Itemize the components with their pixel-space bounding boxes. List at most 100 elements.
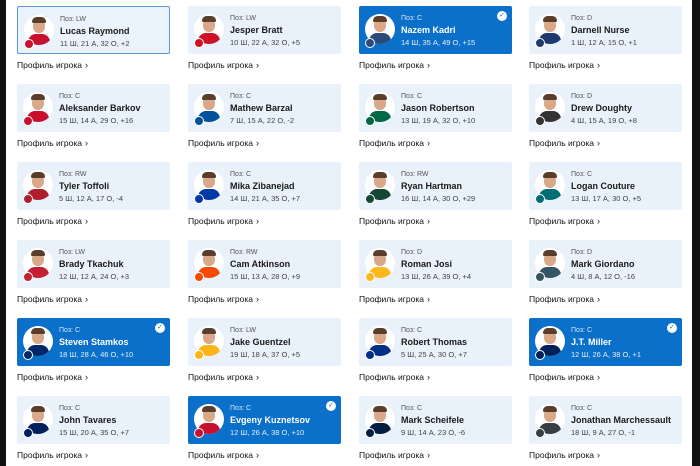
player-profile-link[interactable]: Профиль игрока › xyxy=(188,294,259,304)
chevron-right-icon: › xyxy=(427,216,430,226)
player-card[interactable]: Поз: C John Tavares 15 Ш, 20 А, 35 О, +7 xyxy=(17,396,170,444)
profile-link-label[interactable]: Профиль игрока xyxy=(188,60,253,70)
player-stats: 14 Ш, 35 А, 49 О, +15 xyxy=(401,38,476,47)
profile-link-label[interactable]: Профиль игрока xyxy=(359,216,424,226)
player-avatar xyxy=(365,92,395,122)
profile-link-label[interactable]: Профиль игрока xyxy=(188,216,253,226)
chevron-right-icon: › xyxy=(256,60,259,70)
profile-link-label[interactable]: Профиль игрока xyxy=(529,216,594,226)
player-profile-link[interactable]: Профиль игрока › xyxy=(529,216,600,226)
player-position: Поз: LW xyxy=(230,15,256,22)
chevron-right-icon: › xyxy=(597,60,600,70)
player-profile-link[interactable]: Профиль игрока › xyxy=(529,372,600,382)
profile-link-label[interactable]: Профиль игрока xyxy=(359,60,424,70)
profile-link-label[interactable]: Профиль игрока xyxy=(529,60,594,70)
team-logo-icon xyxy=(365,350,375,360)
player-card[interactable]: Поз: RW Cam Atkinson 15 Ш, 13 А, 28 О, +9 xyxy=(188,240,341,288)
player-profile-link[interactable]: Профиль игрока › xyxy=(188,138,259,148)
profile-link-label[interactable]: Профиль игрока xyxy=(529,138,594,148)
player-name: Tyler Toffoli xyxy=(59,181,110,191)
player-card[interactable]: Поз: RW Tyler Toffoli 5 Ш, 12 А, 17 О, -4 xyxy=(17,162,170,210)
player-card[interactable]: Поз: C Aleksander Barkov 15 Ш, 14 А, 29 О,… xyxy=(17,84,170,132)
player-profile-link[interactable]: Профиль игрока › xyxy=(529,450,600,460)
player-card[interactable]: Поз: C J.T. Miller 12 Ш, 26 А, 38 О, +1 ✓ xyxy=(529,318,682,366)
team-logo-icon xyxy=(194,350,204,360)
profile-link-label[interactable]: Профиль игрока xyxy=(359,138,424,148)
player-position: Поз: RW xyxy=(401,171,429,178)
player-profile-link[interactable]: Профиль игрока › xyxy=(529,294,600,304)
player-card[interactable]: Поз: LW Brady Tkachuk 12 Ш, 12 А, 24 О, +3 xyxy=(17,240,170,288)
player-name: Mika Zibanejad xyxy=(230,181,295,191)
profile-link-label[interactable]: Профиль игрока xyxy=(188,138,253,148)
player-position: Поз: C xyxy=(571,405,592,412)
team-logo-icon xyxy=(23,350,33,360)
profile-link-label[interactable]: Профиль игрока xyxy=(17,216,82,226)
player-profile-link[interactable]: Профиль игрока › xyxy=(529,60,600,70)
team-logo-icon xyxy=(194,428,204,438)
player-card[interactable]: Поз: C Nazem Kadri 14 Ш, 35 А, 49 О, +15 ✓ xyxy=(359,6,512,54)
player-profile-link[interactable]: Профиль игрока › xyxy=(529,138,600,148)
player-profile-link[interactable]: Профиль игрока › xyxy=(188,372,259,382)
player-card[interactable]: Поз: D Roman Josi 13 Ш, 26 А, 39 О, +4 xyxy=(359,240,512,288)
profile-link-label[interactable]: Профиль игрока xyxy=(188,294,253,304)
player-card[interactable]: Поз: C Mark Scheifele 9 Ш, 14 А, 23 О, -6 xyxy=(359,396,512,444)
player-name: Robert Thomas xyxy=(401,337,468,347)
profile-link-label[interactable]: Профиль игрока xyxy=(17,138,82,148)
player-profile-link[interactable]: Профиль игрока › xyxy=(17,138,88,148)
player-profile-link[interactable]: Профиль игрока › xyxy=(359,216,430,226)
player-profile-link[interactable]: Профиль игрока › xyxy=(359,60,430,70)
profile-link-label[interactable]: Профиль игрока xyxy=(17,450,82,460)
player-profile-link[interactable]: Профиль игрока › xyxy=(359,450,430,460)
player-profile-link[interactable]: Профиль игрока › xyxy=(188,216,259,226)
player-card[interactable]: Поз: C Robert Thomas 5 Ш, 25 А, 30 О, +7 xyxy=(359,318,512,366)
player-card[interactable]: Поз: C Mathew Barzal 7 Ш, 15 А, 22 О, -2 xyxy=(188,84,341,132)
player-position: Поз: D xyxy=(401,249,422,256)
profile-link-label[interactable]: Профиль игрока xyxy=(529,450,594,460)
player-profile-link[interactable]: Профиль игрока › xyxy=(17,450,88,460)
profile-link-label[interactable]: Профиль игрока xyxy=(17,372,82,382)
player-card[interactable]: Поз: C Steven Stamkos 18 Ш, 28 А, 46 О, +1… xyxy=(17,318,170,366)
player-card[interactable]: Поз: C Logan Couture 13 Ш, 17 А, 30 О, +5 xyxy=(529,162,682,210)
profile-link-label[interactable]: Профиль игрока xyxy=(359,294,424,304)
player-card[interactable]: Поз: D Drew Doughty 4 Ш, 15 А, 19 О, +8 xyxy=(529,84,682,132)
player-position: Поз: C xyxy=(230,405,251,412)
chevron-right-icon: › xyxy=(85,138,88,148)
check-icon: ✓ xyxy=(497,11,507,21)
player-card[interactable]: Поз: LW Jake Guentzel 19 Ш, 18 А, 37 О, +5 xyxy=(188,318,341,366)
profile-link-label[interactable]: Профиль игрока xyxy=(529,294,594,304)
team-logo-icon xyxy=(365,428,375,438)
player-name: John Tavares xyxy=(59,415,117,425)
player-profile-link[interactable]: Профиль игрока › xyxy=(359,372,430,382)
profile-link-label[interactable]: Профиль игрока xyxy=(17,294,82,304)
team-logo-icon xyxy=(194,272,204,282)
player-profile-link[interactable]: Профиль игрока › xyxy=(359,294,430,304)
player-name: J.T. Miller xyxy=(571,337,612,347)
player-card[interactable]: Поз: C Mika Zibanejad 14 Ш, 21 А, 35 О, +7 xyxy=(188,162,341,210)
player-position: Поз: C xyxy=(230,171,251,178)
profile-link-label[interactable]: Профиль игрока xyxy=(17,60,82,70)
player-profile-link[interactable]: Профиль игрока › xyxy=(17,294,88,304)
player-profile-link[interactable]: Профиль игрока › xyxy=(188,450,259,460)
player-profile-link[interactable]: Профиль игрока › xyxy=(17,216,88,226)
player-card[interactable]: Поз: C Jason Robertson 13 Ш, 19 А, 32 О, +… xyxy=(359,84,512,132)
profile-link-label[interactable]: Профиль игрока xyxy=(359,450,424,460)
player-name: Cam Atkinson xyxy=(230,259,291,269)
player-card[interactable]: Поз: RW Ryan Hartman 16 Ш, 14 А, 30 О, +29 xyxy=(359,162,512,210)
player-card[interactable]: Поз: LW Lucas Raymond 11 Ш, 21 А, 32 О, +2 xyxy=(17,6,170,54)
player-card[interactable]: Поз: C Evgeny Kuznetsov 12 Ш, 26 А, 38 О, … xyxy=(188,396,341,444)
profile-link-label[interactable]: Профиль игрока xyxy=(188,372,253,382)
player-position: Поз: C xyxy=(230,93,251,100)
player-profile-link[interactable]: Профиль игрока › xyxy=(359,138,430,148)
profile-link-label[interactable]: Профиль игрока xyxy=(188,450,253,460)
profile-link-label[interactable]: Профиль игрока xyxy=(359,372,424,382)
player-name: Ryan Hartman xyxy=(401,181,463,191)
profile-link-label[interactable]: Профиль игрока xyxy=(529,372,594,382)
player-profile-link[interactable]: Профиль игрока › xyxy=(17,60,88,70)
player-profile-link[interactable]: Профиль игрока › xyxy=(17,372,88,382)
player-card[interactable]: Поз: C Jonathan Marchessault 18 Ш, 9 А, 27… xyxy=(529,396,682,444)
player-card[interactable]: Поз: D Mark Giordano 4 Ш, 8 А, 12 О, -16 xyxy=(529,240,682,288)
player-stats: 18 Ш, 9 А, 27 О, -1 xyxy=(571,428,635,437)
player-profile-link[interactable]: Профиль игрока › xyxy=(188,60,259,70)
player-card[interactable]: Поз: D Darnell Nurse 1 Ш, 12 А, 15 О, +1 xyxy=(529,6,682,54)
player-card[interactable]: Поз: LW Jesper Bratt 10 Ш, 22 А, 32 О, +5 xyxy=(188,6,341,54)
